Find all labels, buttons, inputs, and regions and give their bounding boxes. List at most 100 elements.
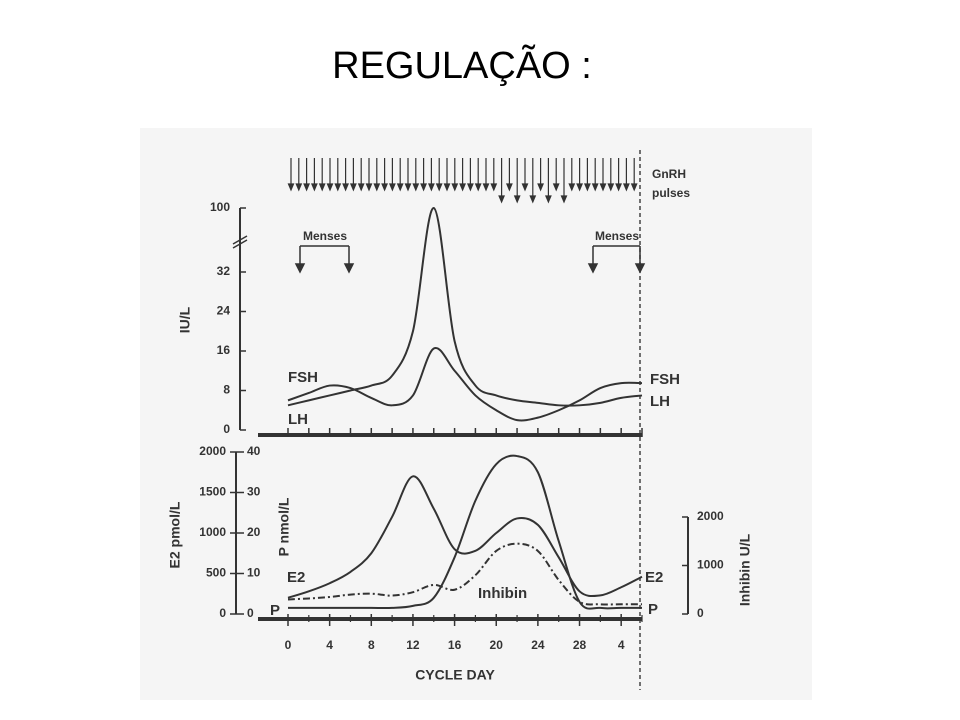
y3-tick-label: 2000 [697,509,724,523]
y3-tick-label: 0 [697,606,704,620]
y-tick-label: 16 [217,343,231,357]
pulse-head [365,183,373,192]
y-tick-label: 0 [223,422,230,436]
y2-tick-label: 40 [247,444,261,458]
pulse-head [389,183,396,192]
pulse-head [482,183,490,192]
pulse-head [412,183,420,192]
menses-label: Menses [303,229,347,243]
pulse-head [513,195,521,204]
y-tick-label: 8 [223,383,230,397]
series-label: E2 [287,569,305,586]
pulse-head [420,183,427,192]
x-axis-label: CYCLE DAY [415,667,495,683]
pulse-head [560,195,568,204]
pulse-head [318,183,326,192]
figure-background [140,128,812,700]
top-x-axis [258,433,642,437]
slide-title: REGULAÇÃO : [332,44,592,87]
series-label: LH [288,411,308,428]
y3-tick-label: 1000 [697,558,724,572]
pulse-head [615,183,622,192]
gnrh-label: GnRH [652,167,686,181]
menses-label: Menses [595,229,639,243]
gnrh-pulses [287,158,638,204]
series-label: FSH [288,369,318,386]
y-tick-label: 1500 [199,485,226,499]
pulse-head [591,183,599,192]
y-tick-label: 0 [219,606,226,620]
pulse-head [404,183,412,192]
series-label: E2 [645,569,663,586]
pulse-head [506,183,513,192]
bottom-x-axis [258,617,642,621]
pulse-head [373,183,381,192]
x-tick-label: 24 [531,638,545,652]
pulse-head [342,183,349,192]
series-label: FSH [650,371,680,388]
pulse-head [576,183,583,192]
y-tick-label: 1000 [199,525,226,539]
x-tick-label: 12 [406,638,420,652]
series-line [287,347,643,422]
pulse-head [467,183,474,192]
pulse-head [396,183,404,192]
y-axis-label: E2 pmol/L [167,501,183,568]
pulse-head [334,183,342,192]
pulse-head [287,183,295,192]
pulse-head [443,183,451,192]
pulse-head [303,183,310,192]
pulse-head [295,183,303,192]
pulse-head [490,183,498,192]
pulse-head [599,183,607,192]
gnrh-label: pulses [652,186,690,200]
x-tick-label: 4 [618,638,625,652]
pulse-head [474,183,482,192]
pulse-head [607,183,615,192]
series-line [287,542,642,606]
series-label: LH [650,393,670,410]
pulse-head [552,183,560,192]
y-tick-label: 2000 [199,444,226,458]
x-tick-label: 28 [573,638,587,652]
pulse-head [428,183,435,192]
series-label: P [270,602,280,619]
x-tick-label: 8 [368,638,375,652]
y-tick-label: 100 [210,200,230,214]
x-tick-label: 0 [285,638,292,652]
pulse-head [529,195,537,204]
y-axis-label: IU/L [177,306,193,333]
pulse-head [451,183,459,192]
x-tick-label: 4 [326,638,333,652]
y3-axis-label: Inhibin U/L [737,533,753,606]
pulse-head [568,183,576,192]
pulse-head [459,183,466,192]
y-tick-label: 500 [206,566,226,580]
y2-tick-label: 10 [247,566,261,580]
pulse-head [545,195,552,204]
y-tick-label: 32 [217,264,231,278]
pulse-head [435,183,443,192]
pulse-head [537,183,544,192]
x-tick-label: 16 [448,638,462,652]
y-tick-label: 24 [217,304,231,318]
axis-break [232,235,248,249]
series-line [288,454,642,610]
x-tick-label: 20 [490,638,504,652]
series-line [287,206,643,407]
series-label: Inhibin [478,585,527,602]
pulse-head [311,183,318,192]
pulse-head [498,195,505,204]
pulse-head [357,183,365,192]
pulse-head [521,183,529,192]
pulse-head [630,183,638,192]
y2-tick-label: 0 [247,606,254,620]
y2-axis-label: P nmol/L [276,497,292,556]
pulse-head [326,183,334,192]
pulse-head [381,183,388,192]
series-label: P [648,601,658,618]
pulse-head [584,183,591,192]
y2-tick-label: 30 [247,485,261,499]
series-line [287,475,643,599]
